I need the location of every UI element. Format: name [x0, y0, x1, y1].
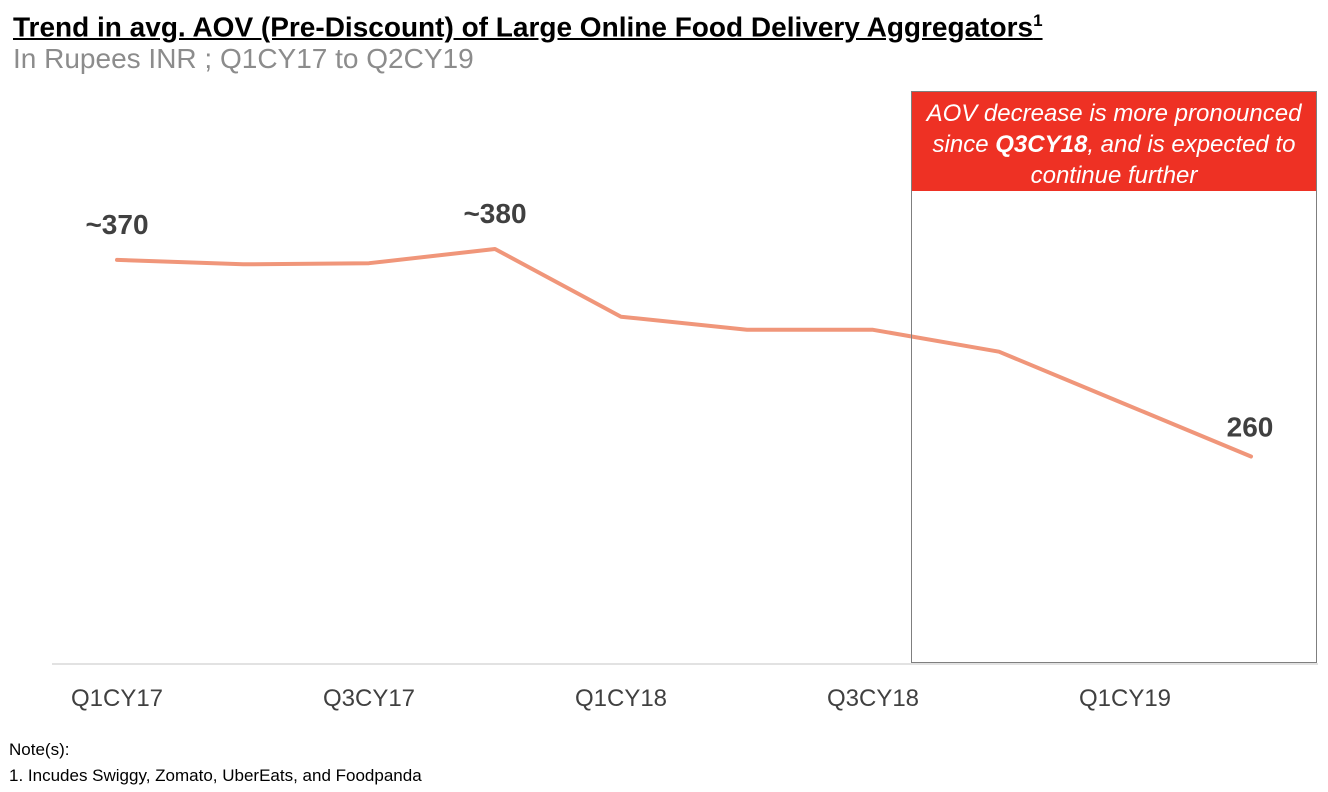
callout-text-after: , and is expected to continue further: [1030, 131, 1296, 189]
callout-header: AOV decrease is more pronounced since Q3…: [912, 92, 1316, 191]
note-item: 1. Incudes Swiggy, Zomato, UberEats, and…: [9, 766, 422, 785]
chart-title: Trend in avg. AOV (Pre-Discount) of Larg…: [13, 3, 1043, 45]
x-tick-label: Q1CY18: [575, 685, 667, 712]
series-line: [115, 247, 1253, 459]
x-tick-label: Q3CY18: [827, 685, 919, 712]
chart-title-text: Trend in avg. AOV (Pre-Discount) of Larg…: [13, 11, 1034, 43]
callout-text-bold: Q3CY18: [995, 131, 1088, 158]
x-tick-label: Q1CY19: [1079, 685, 1171, 712]
callout-text-before: AOV decrease is more pronounced since: [926, 100, 1302, 158]
x-tick-label: Q1CY17: [71, 685, 163, 712]
data-label: ~370: [85, 209, 148, 240]
x-tick-label: Q3CY17: [323, 685, 415, 712]
highlight-callout-box: AOV decrease is more pronounced since Q3…: [911, 91, 1317, 663]
data-label: 260: [1227, 412, 1274, 443]
chart-subtitle: In Rupees INR ; Q1CY17 to Q2CY19: [13, 43, 474, 74]
notes-heading: Note(s):: [9, 740, 70, 759]
footnotes: Note(s): 1. Incudes Swiggy, Zomato, Uber…: [9, 737, 422, 789]
data-label: ~380: [463, 198, 526, 229]
title-footnote-marker: 1: [1033, 11, 1043, 30]
